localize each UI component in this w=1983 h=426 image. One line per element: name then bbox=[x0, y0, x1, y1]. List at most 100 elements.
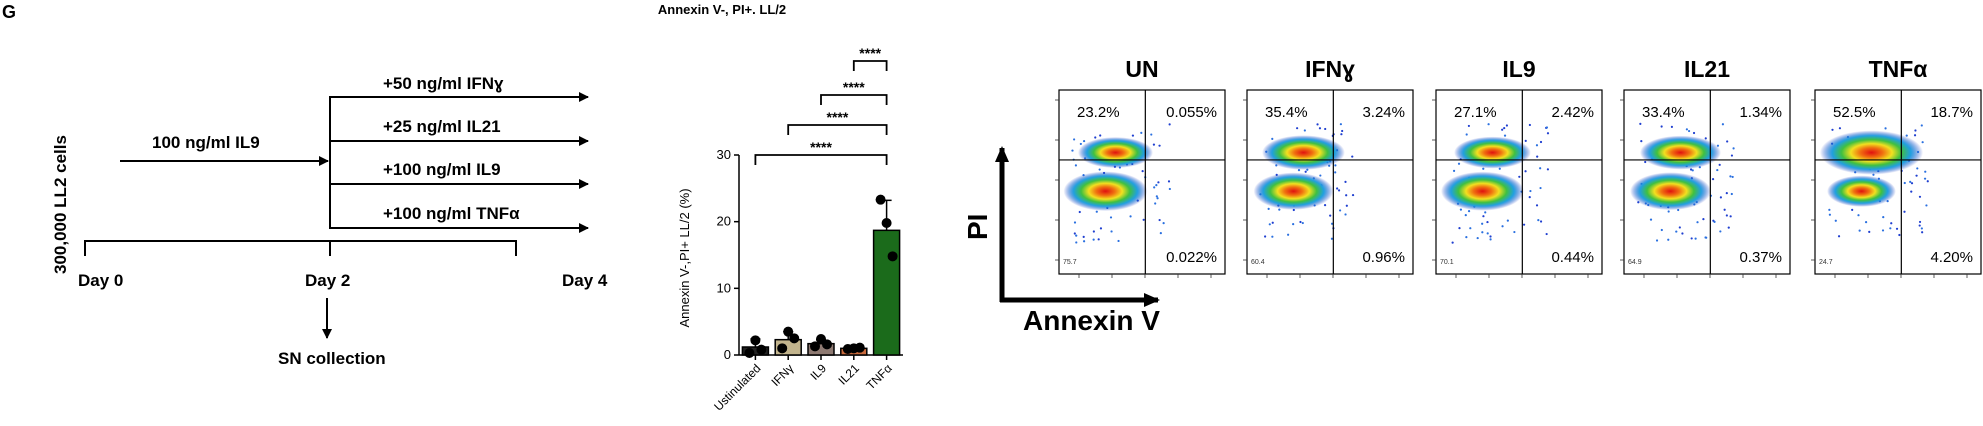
scatter-dot bbox=[1082, 235, 1085, 238]
scatter-dot bbox=[1711, 178, 1715, 181]
flow-x-axis-label: Annexin V bbox=[1023, 305, 1160, 336]
scatter-dot bbox=[1718, 163, 1721, 166]
chart-marks bbox=[741, 194, 901, 358]
scatter-dot bbox=[1545, 126, 1549, 129]
quadrant-label-q2: 18.7% bbox=[1930, 104, 1973, 121]
scatter-dot bbox=[1730, 192, 1733, 196]
flow-plot: IL21 33.4% 1.34% 0.37% 64.9 bbox=[1620, 56, 1791, 278]
scatter-dot bbox=[1082, 139, 1086, 143]
scatter-dot bbox=[1729, 215, 1732, 218]
scatter-dot bbox=[1092, 238, 1095, 241]
scatter-dot bbox=[1464, 214, 1467, 217]
scatter-dot bbox=[1094, 136, 1097, 139]
scatter-dot bbox=[1535, 144, 1539, 147]
scatter-dot bbox=[1696, 221, 1699, 224]
quadrant-label-q3: 60.4 bbox=[1251, 259, 1265, 266]
scatter-dot bbox=[1882, 216, 1885, 219]
timeline-diagram: 300,000 LL2 cells Day 0 Day 2 Day 4 100 … bbox=[51, 74, 608, 368]
scatter-dot bbox=[1644, 160, 1647, 164]
scatter-dot bbox=[1158, 218, 1161, 222]
scatter-dot bbox=[1828, 208, 1831, 211]
scatter-dot bbox=[1889, 227, 1892, 230]
scatter-dot bbox=[1690, 237, 1693, 240]
quadrant-label-q3: 24.7 bbox=[1819, 259, 1833, 266]
scatter-dot bbox=[1167, 180, 1171, 183]
scatter-dot bbox=[1304, 170, 1307, 173]
scatter-dot bbox=[1536, 155, 1539, 158]
scatter-dot bbox=[1071, 149, 1074, 152]
population-upper bbox=[1262, 135, 1345, 170]
scatter-dot bbox=[1465, 133, 1468, 136]
scatter-dot bbox=[1099, 134, 1102, 137]
pretreatment-label: 100 ng/ml IL9 bbox=[152, 133, 260, 152]
scatter-dot bbox=[1660, 228, 1663, 232]
scatter-dot bbox=[1702, 218, 1705, 221]
day4-label: Day 4 bbox=[562, 271, 608, 290]
scatter-dot bbox=[1918, 195, 1922, 198]
scatter-dot bbox=[1338, 209, 1342, 212]
population-lower bbox=[1440, 171, 1524, 211]
x-tick-label: IL9 bbox=[807, 361, 829, 383]
scatter-dot bbox=[1881, 229, 1885, 232]
scatter-dot bbox=[1467, 210, 1471, 213]
scatter-dot bbox=[1336, 187, 1339, 190]
quadrant-label-q3: 75.7 bbox=[1063, 259, 1077, 266]
quadrant-label-q1: 35.4% bbox=[1265, 104, 1308, 121]
scatter-dot bbox=[1168, 187, 1171, 191]
scatter-dot bbox=[1323, 204, 1327, 207]
population-upper bbox=[1639, 135, 1721, 170]
scatter-dot bbox=[1345, 194, 1348, 197]
scatter-dot bbox=[1545, 232, 1548, 236]
y-tick-label: 20 bbox=[717, 214, 731, 229]
data-point bbox=[854, 342, 865, 353]
flow-plot: IL9 27.1% 2.42% 0.44% 70.1 bbox=[1432, 56, 1603, 278]
scatter-dot bbox=[1073, 138, 1076, 141]
scatter-dot bbox=[1155, 184, 1158, 187]
data-point bbox=[887, 251, 898, 262]
scatter-dot bbox=[1725, 192, 1728, 195]
scatter-dot bbox=[1921, 231, 1924, 234]
y-tick-label: 30 bbox=[717, 147, 731, 162]
scatter-dot bbox=[1452, 169, 1456, 172]
scatter-dot bbox=[1303, 129, 1306, 132]
scatter-dot bbox=[1506, 219, 1509, 222]
scatter-dot bbox=[1649, 218, 1653, 221]
significance-label: **** bbox=[859, 45, 881, 61]
scatter-dot bbox=[1162, 221, 1165, 225]
scatter-dot bbox=[1716, 168, 1719, 172]
scatter-dot bbox=[1299, 220, 1302, 224]
scatter-dot bbox=[1481, 222, 1484, 225]
scatter-dot bbox=[1692, 131, 1696, 135]
scatter-dot bbox=[1159, 232, 1162, 235]
scatter-dot bbox=[1640, 140, 1643, 143]
scatter-dot bbox=[1467, 124, 1470, 128]
y-tick-label: 10 bbox=[717, 280, 731, 295]
data-point bbox=[789, 333, 800, 344]
quadrant-label-q2: 2.42% bbox=[1551, 104, 1594, 121]
day2-label: Day 2 bbox=[305, 271, 350, 290]
scatter-dot bbox=[1864, 220, 1868, 224]
scatter-dot bbox=[1905, 134, 1908, 137]
scatter-dot bbox=[1918, 224, 1921, 227]
scatter-dot bbox=[1503, 134, 1507, 137]
scatter-dot bbox=[1110, 230, 1113, 233]
quadrant-label-q1: 27.1% bbox=[1454, 104, 1497, 121]
scatter-dot bbox=[1469, 227, 1472, 230]
scatter-dot bbox=[1828, 213, 1831, 216]
scatter-dot bbox=[1546, 132, 1550, 135]
scatter-dot bbox=[1903, 210, 1906, 213]
scatter-dot bbox=[1097, 238, 1100, 241]
flow-y-axis-label: PI bbox=[962, 214, 993, 240]
scatter-dot bbox=[1278, 208, 1281, 211]
scatter-dot bbox=[1694, 237, 1697, 240]
scatter-dot bbox=[1539, 167, 1542, 170]
scatter-dot bbox=[1141, 170, 1144, 173]
flow-plot-title: IL9 bbox=[1502, 56, 1535, 82]
scatter-dot bbox=[1341, 129, 1344, 133]
scatter-dot bbox=[1334, 171, 1337, 174]
scatter-dot bbox=[1667, 210, 1670, 213]
scatter-dot bbox=[1503, 126, 1506, 130]
population-lower bbox=[1630, 172, 1711, 211]
scatter-dot bbox=[1481, 231, 1484, 234]
